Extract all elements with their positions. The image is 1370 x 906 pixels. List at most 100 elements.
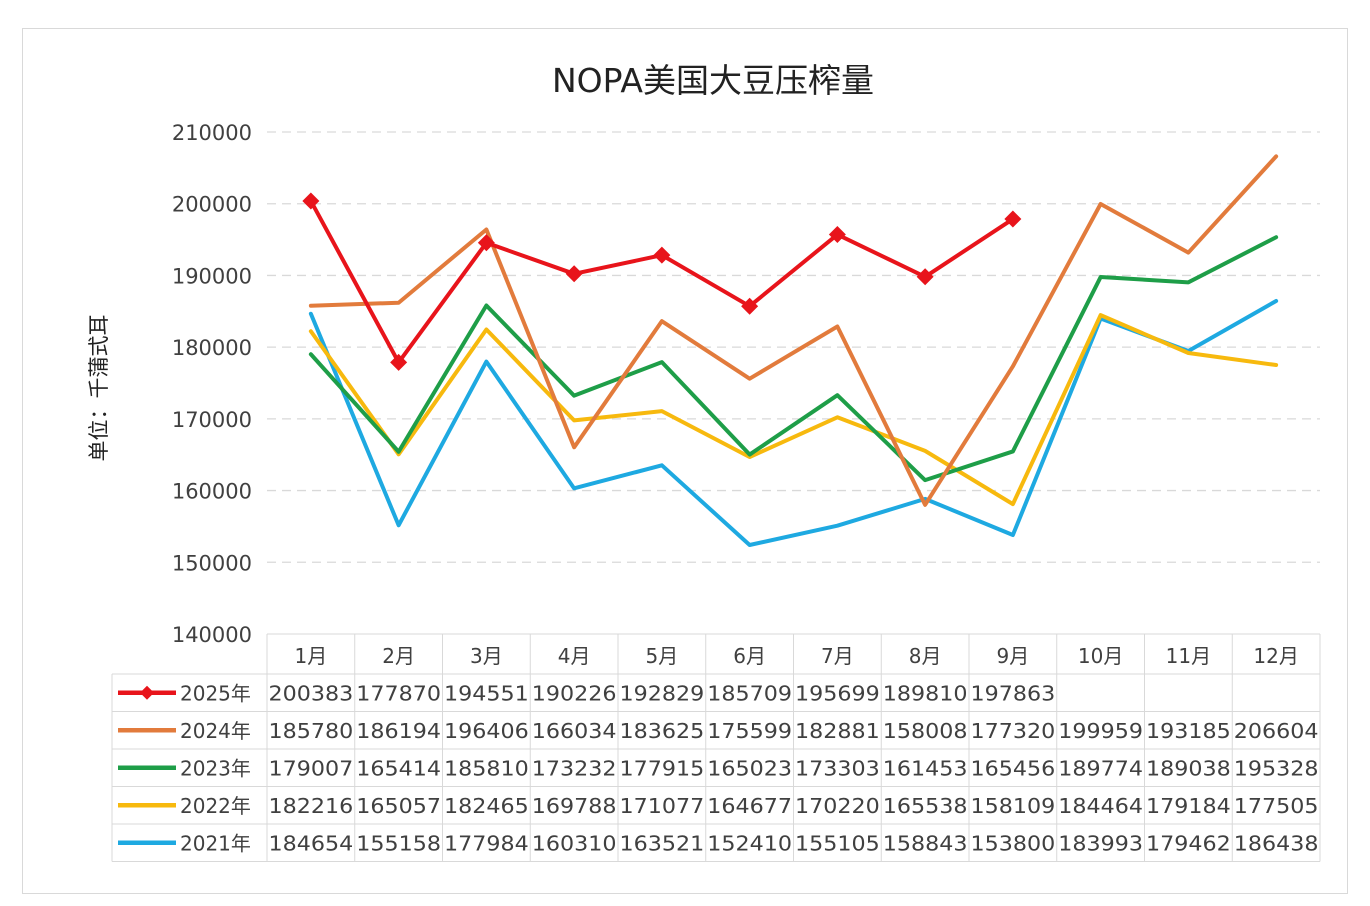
legend-marker bbox=[140, 685, 154, 700]
table-cell: 182216 bbox=[269, 794, 354, 818]
table-cell: 155158 bbox=[356, 831, 441, 855]
table-cell: 184464 bbox=[1058, 794, 1143, 818]
gridlines bbox=[267, 131, 1320, 563]
table-cell: 169788 bbox=[532, 794, 617, 818]
table-cell: 158008 bbox=[883, 719, 968, 743]
data-point-2025年 bbox=[477, 234, 495, 252]
table-cell: 165538 bbox=[883, 794, 968, 818]
table-cell: 170220 bbox=[795, 794, 880, 818]
table-cell: 185810 bbox=[444, 756, 529, 780]
table-cell: 186194 bbox=[356, 719, 441, 743]
series-markers bbox=[302, 192, 1022, 371]
y-tick-label: 170000 bbox=[172, 408, 252, 432]
table-cell: 158843 bbox=[883, 831, 968, 855]
data-point-2025年 bbox=[741, 297, 759, 315]
table-cell: 163521 bbox=[620, 831, 705, 855]
table-cell: 165456 bbox=[971, 756, 1056, 780]
y-tick-label: 210000 bbox=[172, 121, 252, 145]
x-category-label: 9月 bbox=[997, 644, 1030, 668]
table-cell: 161453 bbox=[883, 756, 968, 780]
series-lines bbox=[308, 154, 1279, 548]
series-line-2025年 bbox=[308, 198, 1015, 365]
series-line-2024年 bbox=[308, 154, 1279, 507]
data-point-2025年 bbox=[302, 192, 320, 210]
table-cell: 175599 bbox=[707, 719, 792, 743]
series-line-2022年 bbox=[308, 313, 1279, 507]
table-cell: 158109 bbox=[971, 794, 1056, 818]
x-category-label: 10月 bbox=[1078, 644, 1123, 668]
legend-label: 2024年 bbox=[180, 719, 251, 743]
legend-label: 2021年 bbox=[180, 831, 251, 855]
data-point-2025年 bbox=[828, 226, 846, 244]
table-cell: 173232 bbox=[532, 756, 617, 780]
table-cell: 179007 bbox=[269, 756, 354, 780]
table-cell: 177915 bbox=[620, 756, 705, 780]
table-cell: 193185 bbox=[1146, 719, 1231, 743]
data-point-2025年 bbox=[390, 353, 408, 371]
x-category-label: 6月 bbox=[733, 644, 766, 668]
y-tick-label: 180000 bbox=[172, 336, 252, 360]
x-category-label: 3月 bbox=[470, 644, 503, 668]
data-point-2025年 bbox=[1004, 210, 1022, 228]
series-line-2023年 bbox=[308, 235, 1279, 483]
table-cell: 199959 bbox=[1058, 719, 1143, 743]
table-cell: 177505 bbox=[1234, 794, 1319, 818]
x-category-label: 8月 bbox=[909, 644, 942, 668]
table-cell: 200383 bbox=[269, 681, 354, 705]
table-cell: 183993 bbox=[1058, 831, 1143, 855]
y-tick-label: 200000 bbox=[172, 193, 252, 217]
chart-frame bbox=[22, 28, 1348, 894]
table-cell: 164677 bbox=[707, 794, 792, 818]
table-cell: 189810 bbox=[883, 681, 968, 705]
table-cell: 195699 bbox=[795, 681, 880, 705]
table-cell: 183625 bbox=[620, 719, 705, 743]
table-cell: 179184 bbox=[1146, 794, 1231, 818]
table-cell: 189038 bbox=[1146, 756, 1231, 780]
x-category-label: 11月 bbox=[1166, 644, 1211, 668]
table-cell: 206604 bbox=[1234, 719, 1319, 743]
series-line-2021年 bbox=[308, 298, 1279, 548]
table-cell: 152410 bbox=[707, 831, 792, 855]
y-axis-ticks: 210000 200000 190000 180000 170000 160000 1500… bbox=[172, 121, 252, 647]
table-cell: 185709 bbox=[707, 681, 792, 705]
x-category-label: 4月 bbox=[558, 644, 591, 668]
y-tick-label: 140000 bbox=[172, 623, 252, 647]
table-cell: 166034 bbox=[532, 719, 617, 743]
table-cell: 194551 bbox=[444, 681, 529, 705]
table-cell: 190226 bbox=[532, 681, 617, 705]
table-cell: 155105 bbox=[795, 831, 880, 855]
table-cell: 196406 bbox=[444, 719, 529, 743]
table-cell: 177870 bbox=[356, 681, 441, 705]
table-cell: 197863 bbox=[971, 681, 1056, 705]
legend-label: 2025年 bbox=[180, 681, 251, 705]
x-category-label: 1月 bbox=[295, 644, 328, 668]
data-point-2025年 bbox=[653, 246, 671, 264]
table-cell: 179462 bbox=[1146, 831, 1231, 855]
legend-label: 2023年 bbox=[180, 756, 251, 780]
y-tick-label: 160000 bbox=[172, 480, 252, 504]
table-cell: 153800 bbox=[971, 831, 1056, 855]
table-cell: 189774 bbox=[1058, 756, 1143, 780]
legend-label: 2022年 bbox=[180, 794, 251, 818]
table-cell: 165057 bbox=[356, 794, 441, 818]
y-axis-label: 单位：千蒲式耳 bbox=[87, 315, 111, 462]
table-cell: 160310 bbox=[532, 831, 617, 855]
table-cell: 184654 bbox=[269, 831, 354, 855]
table-cell: 185780 bbox=[269, 719, 354, 743]
table-cell: 177984 bbox=[444, 831, 529, 855]
x-category-label: 12月 bbox=[1253, 644, 1298, 668]
data-point-2025年 bbox=[916, 268, 934, 286]
x-category-label: 7月 bbox=[821, 644, 854, 668]
chart-title: NOPA美国大豆压榨量 bbox=[552, 61, 874, 100]
table-cell: 177320 bbox=[971, 719, 1056, 743]
table-cell: 195328 bbox=[1234, 756, 1319, 780]
table-cell: 186438 bbox=[1234, 831, 1319, 855]
table-cell: 182465 bbox=[444, 794, 529, 818]
data-point-2025年 bbox=[565, 265, 583, 283]
table-cell: 165023 bbox=[707, 756, 792, 780]
y-tick-label: 150000 bbox=[172, 551, 252, 575]
table-cell: 171077 bbox=[620, 794, 705, 818]
table-cell: 192829 bbox=[620, 681, 705, 705]
